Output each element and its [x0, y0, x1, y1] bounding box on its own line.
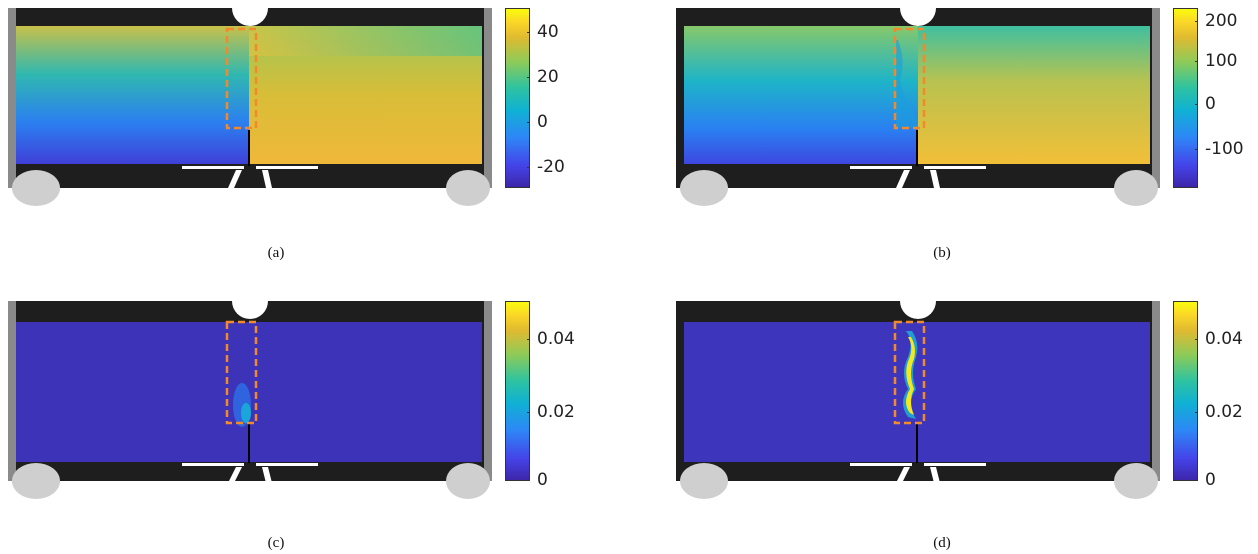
- region-of-interest-box: [893, 27, 926, 130]
- field-left-half: [16, 26, 249, 164]
- colorbar-tick: 0: [1205, 94, 1216, 114]
- colorbar-b: [1173, 8, 1198, 188]
- caption-a: (a): [267, 245, 285, 261]
- colorbar-tick: 0.02: [537, 402, 575, 422]
- colorbar-tick: 20: [537, 67, 559, 87]
- colorbar-tick: 0: [1205, 470, 1216, 490]
- colorbar-tick: -20: [537, 157, 565, 177]
- caption-c: (c): [267, 535, 285, 551]
- specimen-image-c: [8, 283, 492, 499]
- loading-pin-top: [232, 0, 268, 26]
- colorbar-tick: 200: [1205, 11, 1238, 31]
- specimen-image-d: [676, 283, 1160, 499]
- region-of-interest-box: [225, 27, 258, 130]
- colorbar-d: [1173, 301, 1198, 481]
- specimen-image-b: [676, 0, 1160, 206]
- region-of-interest-box: [225, 320, 258, 425]
- colorbar-tick: 0: [537, 112, 548, 132]
- colorbar-c: [505, 301, 530, 481]
- panel-a: 40 20 0 -20: [0, 0, 565, 206]
- colorbar-tick: 0.04: [1205, 329, 1243, 349]
- colorbar-tick: 40: [537, 22, 559, 42]
- colorbar-tick: 100: [1205, 51, 1238, 71]
- colorbar-a: [505, 8, 530, 188]
- caption-b: (b): [933, 245, 951, 261]
- crack-path: [906, 337, 915, 415]
- caption-d: (d): [933, 535, 951, 551]
- panel-b: 200 100 0 -100: [668, 0, 1244, 206]
- colorbar-tick: 0.04: [537, 329, 575, 349]
- specimen-image-a: [8, 0, 492, 206]
- panel-d: 0.04 0.02 0: [668, 283, 1243, 499]
- region-of-interest-box: [893, 320, 926, 425]
- panel-c: 0.04 0.02 0: [0, 283, 575, 499]
- colorbar-tick: 0: [537, 470, 548, 490]
- colorbar-tick: -100: [1205, 139, 1244, 159]
- colorbar-tick: 0.02: [1205, 402, 1243, 422]
- support-left: [12, 170, 60, 206]
- support-right: [446, 170, 490, 206]
